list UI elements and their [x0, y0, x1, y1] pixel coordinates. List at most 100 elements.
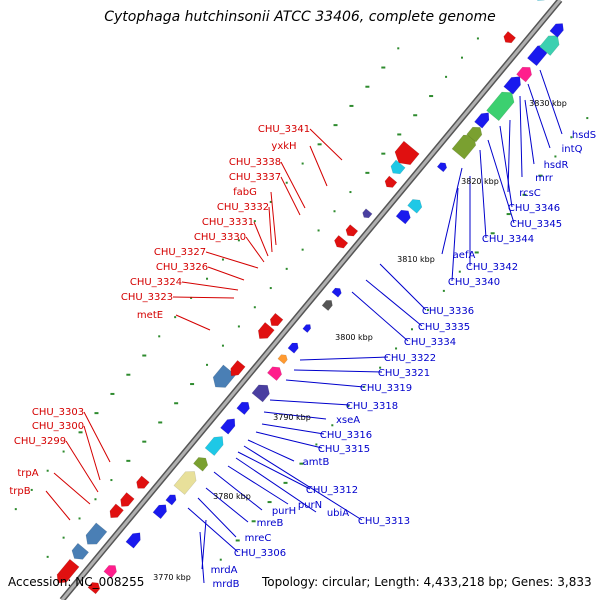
gc-dot [190, 296, 193, 299]
gene-feature [390, 159, 406, 175]
gc-dot [301, 248, 304, 251]
gene-label-chu_3338: CHU_3338 [229, 157, 281, 168]
kbp-tick-label: 3800 kbp [335, 333, 373, 342]
gene-label-chu_3334: CHU_3334 [404, 337, 456, 348]
gc-dot [365, 171, 370, 174]
gene-label-chu_3299: CHU_3299 [14, 436, 66, 447]
gene-feature [258, 322, 275, 339]
leader-line [172, 296, 235, 299]
gene-label-aefa: aefA [453, 250, 476, 261]
leader-line [487, 139, 515, 224]
leader-line [270, 191, 277, 246]
gc-dot [269, 200, 272, 203]
gc-dot [317, 229, 320, 232]
gc-dot [206, 363, 209, 366]
gene-labels: CHU_3341 yxkH CHU_3338 CHU_3337 fabG CHU_3332… [9, 124, 596, 590]
gene-feature [474, 112, 490, 129]
leader-line [269, 399, 351, 406]
genome-backbone [59, 0, 563, 600]
gene-label-chu_3303: CHU_3303 [32, 407, 84, 418]
gene-label-mrdb: mrdB [213, 579, 240, 590]
gene-arrow [486, 91, 515, 122]
leader-line [441, 167, 463, 255]
gene-arrow [136, 475, 150, 489]
leader-line [247, 439, 295, 462]
gc-dot [429, 95, 434, 98]
kbp-tick-label: 3770 kbp [153, 573, 191, 582]
gc-dot [174, 402, 179, 405]
gc-dot [474, 251, 479, 254]
gc-dot [253, 220, 256, 223]
gene-feature [362, 208, 373, 219]
gc-dot [78, 431, 83, 434]
gene-arrow [165, 494, 177, 506]
gene-label-chu_3300: CHU_3300 [32, 421, 84, 432]
gene-arrow [152, 504, 167, 520]
gene-feature [331, 287, 342, 298]
leader-line [263, 411, 327, 420]
gene-arrow [204, 436, 224, 457]
gene-feature [277, 354, 288, 365]
leader-line [175, 314, 211, 331]
gc-dot [94, 412, 99, 415]
gc-dot [490, 232, 495, 235]
kbp-tick-label: 3790 kbp [273, 413, 311, 422]
gc-dot [458, 270, 461, 273]
gc-dot [269, 287, 272, 290]
gc-dot [413, 114, 418, 117]
gene-feature [486, 91, 515, 122]
gc-dot [158, 421, 163, 424]
leader-line [197, 497, 237, 538]
gene-arrow [277, 354, 288, 365]
leader-line [261, 423, 325, 435]
gene-arrow [230, 359, 246, 377]
gc-dot [410, 328, 413, 331]
gene-arrow [536, 0, 551, 1]
gc-dot [381, 152, 386, 155]
leader-line [45, 490, 71, 521]
gc-dot [283, 481, 288, 484]
gene-arrow [193, 457, 209, 472]
gc-dot [522, 193, 527, 196]
gc-dot [30, 488, 33, 491]
leader-line [65, 440, 99, 493]
leader-line [527, 83, 551, 149]
gc-dot [331, 424, 334, 427]
gc-dot [14, 508, 17, 511]
gc-content-dots [14, 37, 589, 561]
leader-line [280, 176, 301, 216]
gene-arrow [334, 235, 349, 249]
gene-arrow [362, 208, 373, 219]
gc-dot [221, 344, 224, 347]
gc-dot [235, 539, 240, 542]
gc-dot [219, 558, 222, 561]
gene-label-ubia: ubiA [327, 508, 349, 519]
leader-line [243, 445, 363, 521]
gene-arrow [173, 471, 197, 495]
gene-label-chu_3316: CHU_3316 [320, 430, 372, 441]
gene-label-chu_3342: CHU_3342 [466, 262, 518, 273]
gene-label-mreb: mreB [257, 518, 284, 529]
gene-label-chu_3335: CHU_3335 [418, 322, 470, 333]
leader-line [519, 95, 523, 178]
gene-feature [345, 224, 359, 237]
leader-line [299, 356, 389, 361]
gene-arrow [287, 342, 299, 354]
topology-label: Topology: circular; Length: 4,433,218 bp… [262, 575, 592, 589]
gene-label-mrda: mrdA [211, 565, 238, 576]
gene-label-chu_3327: CHU_3327 [154, 247, 206, 258]
gc-dot [317, 143, 322, 146]
gene-arrow [390, 159, 406, 175]
gc-dot [426, 309, 429, 312]
gene-feature [204, 436, 224, 457]
gc-dot [460, 56, 463, 59]
leader-line [285, 379, 365, 388]
gene-label-chu_3321: CHU_3321 [378, 368, 430, 379]
gene-arrow [56, 558, 80, 584]
gene-feature [503, 76, 521, 95]
gc-dot [285, 267, 288, 270]
gc-dot [349, 191, 352, 194]
gene-feature [269, 312, 284, 327]
gc-dot [190, 383, 195, 386]
